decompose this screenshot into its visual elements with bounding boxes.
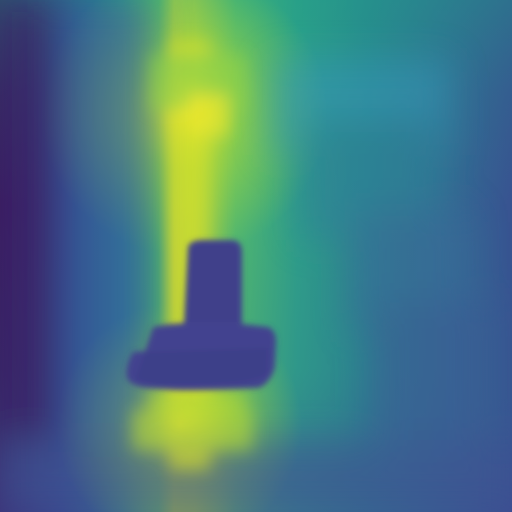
foreground-object: [126, 240, 276, 391]
